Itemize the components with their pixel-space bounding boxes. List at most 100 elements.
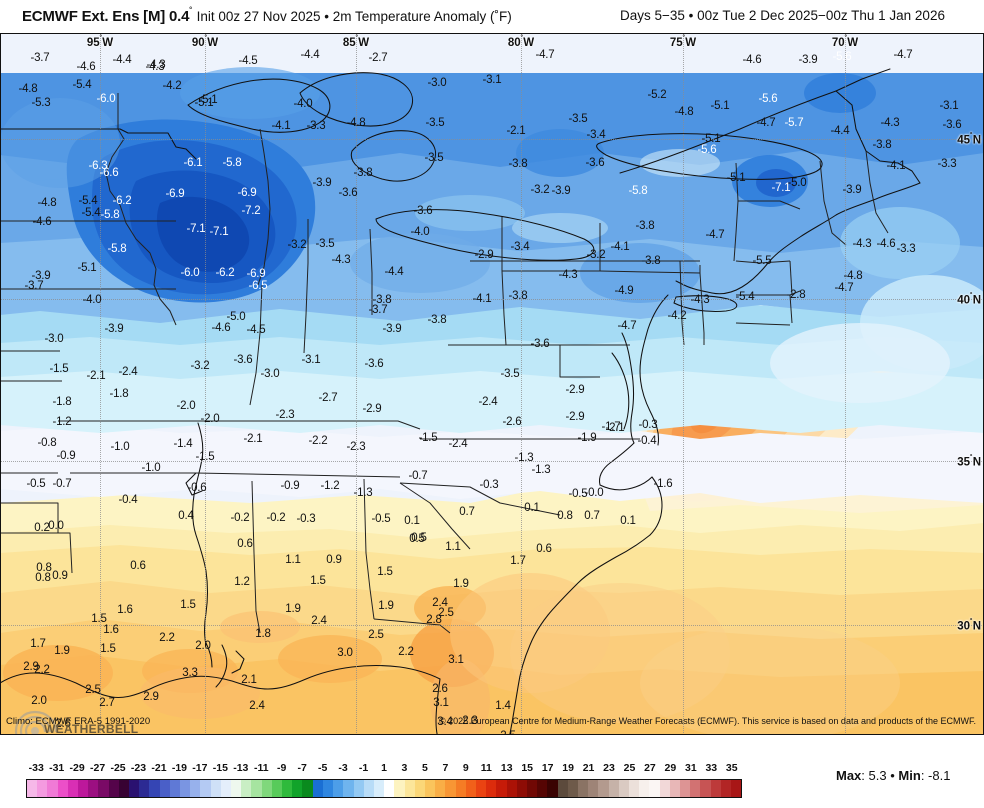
anomaly-value: -3.9 xyxy=(31,270,51,282)
anomaly-value: 2.5 xyxy=(85,684,101,696)
anomaly-value: 0.6 xyxy=(237,538,253,550)
colorbar-segment xyxy=(108,780,119,797)
colorbar-segment xyxy=(67,780,79,797)
min-value: -8.1 xyxy=(928,768,951,783)
colorbar-tick: 21 xyxy=(582,762,595,774)
anomaly-value: 3.4 xyxy=(437,716,453,728)
logo-wordmark: WEATHERBELL xyxy=(44,722,139,735)
anomaly-value: -2.1 xyxy=(243,433,263,445)
anomaly-value: -4.4 xyxy=(300,49,320,61)
anomaly-value: 1.4 xyxy=(495,700,511,712)
colorbar-segment xyxy=(333,780,344,797)
colorbar-tick: 5 xyxy=(421,762,428,774)
logo-spiral-icon xyxy=(14,710,58,735)
colorbar-tick: -15 xyxy=(212,762,228,774)
colorbar-segment xyxy=(639,780,650,797)
colorbar-segment xyxy=(567,780,578,797)
anomaly-value: -2.8 xyxy=(786,289,806,301)
colorbar-segment xyxy=(506,780,517,797)
anomaly-value: -2.4 xyxy=(448,438,468,450)
anomaly-value: -3.5 xyxy=(315,238,335,250)
anomaly-value: -6.0 xyxy=(96,93,116,105)
anomaly-value: -4.8 xyxy=(674,106,694,118)
anomaly-value: -3.6 xyxy=(530,338,550,350)
anomaly-value: -3.2 xyxy=(287,239,307,251)
map-panel[interactable]: 95˚W 90˚W 85˚W 80˚W 75˚W 70˚W 45˚N 40˚N 35˚N 30˚… xyxy=(0,33,984,735)
anomaly-value: 1.9 xyxy=(285,603,301,615)
anomaly-value: -3.1 xyxy=(939,100,959,112)
anomaly-value: -6.5 xyxy=(248,280,268,292)
anomaly-value: -2.4 xyxy=(478,396,498,408)
colorbar-segment xyxy=(659,780,670,797)
max-value: 5.3 xyxy=(868,768,887,783)
anomaly-value: -2.4 xyxy=(118,366,138,378)
anomaly-value: 0.7 xyxy=(584,510,600,522)
anomaly-value: 2.2 xyxy=(34,664,50,676)
anomaly-value: -4.4 xyxy=(830,125,850,137)
colorbar-segment xyxy=(700,780,711,797)
colorbar-segment xyxy=(343,780,354,797)
anomaly-value: 3.1 xyxy=(448,654,464,666)
anomaly-value: -5.0 xyxy=(787,177,807,189)
anomaly-value: -4.7 xyxy=(893,49,913,61)
colorbar-tick: 33 xyxy=(705,762,718,774)
anomaly-value: 2.6 xyxy=(55,718,71,730)
anomaly-value: -3.7 xyxy=(30,52,50,64)
anomaly-value: -0.9 xyxy=(280,480,300,492)
anomaly-value: -6.9 xyxy=(246,268,266,280)
colorbar-tick: -25 xyxy=(110,762,126,774)
anomaly-value: -5.1 xyxy=(198,94,218,106)
anomaly-value: -0.0 xyxy=(584,487,604,499)
colorbar-tick: 35 xyxy=(725,762,738,774)
anomaly-value: -0.2 xyxy=(266,512,286,524)
colorbar-segment xyxy=(139,780,150,797)
colorbar-segment xyxy=(37,780,48,797)
anomaly-value: -3.8 xyxy=(372,294,392,306)
colorbar-segment xyxy=(159,780,170,797)
anomaly-value: 2.8 xyxy=(426,614,442,626)
anomaly-value: 0.8 xyxy=(36,562,52,574)
anomaly-value: 2.2 xyxy=(159,632,175,644)
colorbar-gradient[interactable] xyxy=(26,779,742,798)
anomaly-value: 2.4 xyxy=(311,615,327,627)
colorbar-tick: -13 xyxy=(233,762,249,774)
anomaly-value: -6.9 xyxy=(237,187,257,199)
anomaly-value: -0.8 xyxy=(37,437,57,449)
anomaly-value: 0.9 xyxy=(326,554,342,566)
separator-dot: • xyxy=(890,768,895,783)
anomaly-value: 2.1 xyxy=(241,674,257,686)
colorbar-tick: 31 xyxy=(685,762,697,774)
anomaly-value: 0.1 xyxy=(404,515,420,527)
anomaly-value: -4.3 xyxy=(331,254,351,266)
anomaly-value: -5.6 xyxy=(832,51,852,63)
anomaly-value: 1.5 xyxy=(377,566,393,578)
anomaly-value: 1.6 xyxy=(117,604,133,616)
anomaly-value: -4.0 xyxy=(410,226,430,238)
colorbar-tick: -33 xyxy=(28,762,44,774)
colorbar-tick: -7 xyxy=(297,762,307,774)
anomaly-value: -4.6 xyxy=(742,54,762,66)
colorbar-segment xyxy=(210,780,221,797)
anomaly-value: -1.5 xyxy=(49,363,69,375)
weatherbell-logo: WEATHERBELL Analytics LLC xyxy=(14,706,146,735)
anomaly-value: -2.1 xyxy=(86,370,106,382)
anomaly-value: -4.8 xyxy=(37,197,57,209)
anomaly-value: -5.4 xyxy=(81,207,101,219)
anomaly-value: 0.7 xyxy=(459,506,475,518)
anomaly-value: -3.8 xyxy=(635,220,655,232)
colorbar-segment xyxy=(455,780,466,797)
colorbar-tick: 9 xyxy=(462,762,469,774)
anomaly-value: -4.8 xyxy=(18,83,38,95)
anomaly-value: -4.3 xyxy=(146,59,166,71)
anomaly-value: -4.5 xyxy=(246,324,266,336)
anomaly-value: -3.8 xyxy=(427,314,447,326)
anomaly-value: -0.4 xyxy=(118,494,138,506)
anomaly-value: 2.4 xyxy=(249,700,265,712)
colorbar-segment xyxy=(649,780,660,797)
anomaly-value: -5.1 xyxy=(726,172,746,184)
anomaly-value: -1.2 xyxy=(320,480,340,492)
anomaly-value: -4.5 xyxy=(238,55,258,67)
anomaly-value: -2.9 xyxy=(565,411,585,423)
colorbar-segment xyxy=(363,780,374,797)
